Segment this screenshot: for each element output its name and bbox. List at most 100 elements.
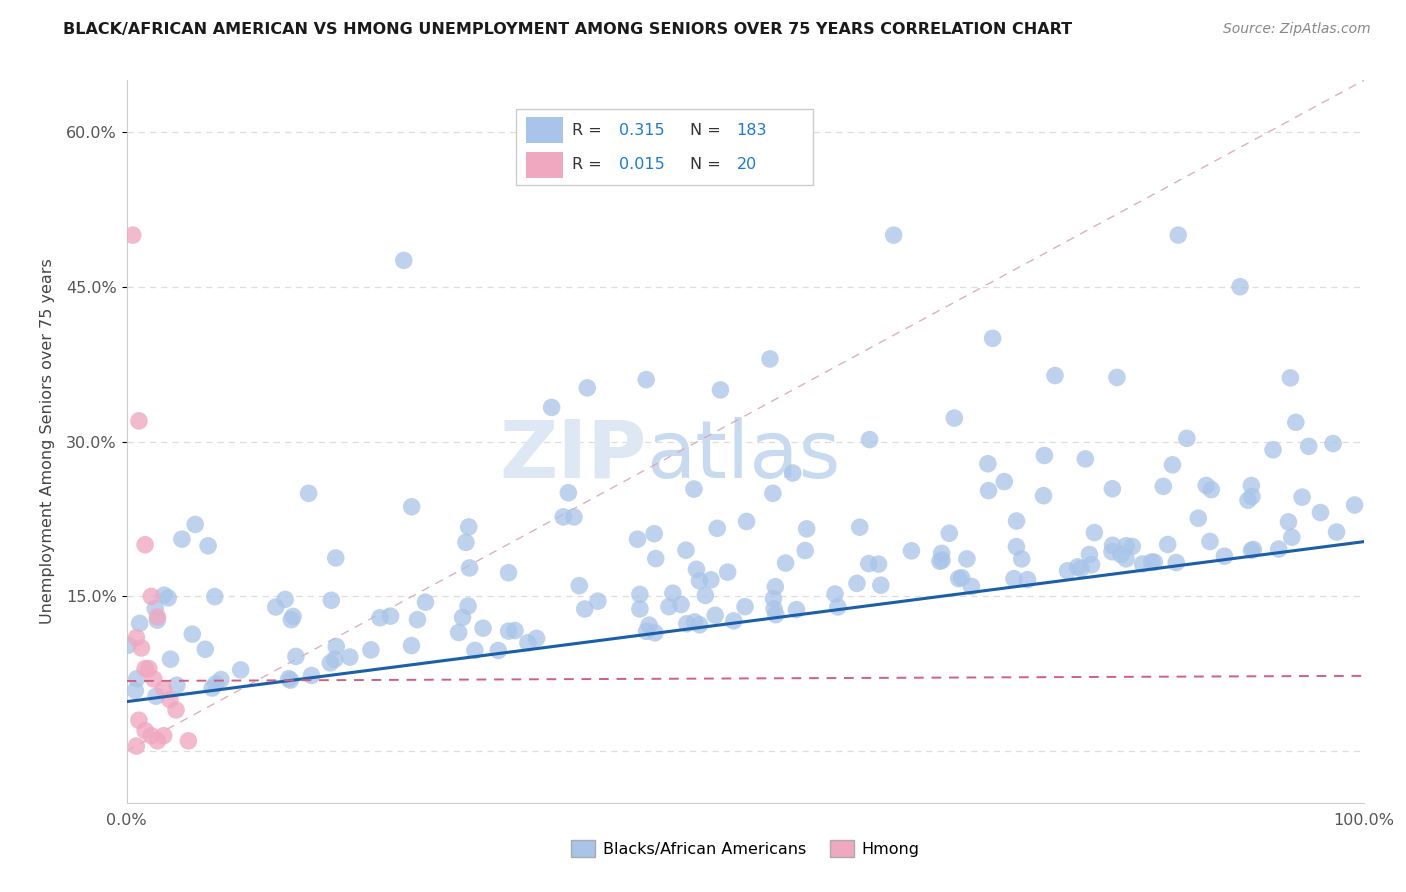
Point xyxy=(464,643,486,657)
Point xyxy=(1229,279,1251,293)
Point xyxy=(159,652,181,666)
Point xyxy=(1156,537,1178,551)
Point xyxy=(1101,482,1123,496)
Point xyxy=(451,610,474,624)
Point xyxy=(125,739,148,753)
Point xyxy=(125,631,148,645)
Point xyxy=(763,580,786,594)
Point xyxy=(900,544,922,558)
Point xyxy=(576,381,599,395)
Point xyxy=(181,627,204,641)
Point xyxy=(194,642,217,657)
Point xyxy=(142,672,165,686)
Point xyxy=(319,656,342,670)
Text: 20: 20 xyxy=(737,157,756,172)
Point xyxy=(1291,490,1313,504)
Point xyxy=(146,613,169,627)
Point xyxy=(763,602,786,616)
Point xyxy=(447,625,470,640)
Point xyxy=(325,640,347,654)
Point xyxy=(152,682,174,697)
Point xyxy=(883,228,905,243)
Point xyxy=(321,593,343,607)
Point xyxy=(201,681,224,695)
Point xyxy=(1017,573,1039,587)
FancyBboxPatch shape xyxy=(526,152,564,178)
Point xyxy=(157,591,180,605)
Point xyxy=(1101,545,1123,559)
Point xyxy=(339,650,361,665)
Point xyxy=(516,636,538,650)
Point xyxy=(457,520,479,534)
Point xyxy=(846,576,869,591)
Point xyxy=(1277,515,1299,529)
Point xyxy=(264,600,287,615)
Text: R =: R = xyxy=(572,157,607,172)
Point xyxy=(1109,548,1132,562)
Legend: Blacks/African Americans, Hmong: Blacks/African Americans, Hmong xyxy=(564,834,927,863)
Point xyxy=(368,611,391,625)
Point xyxy=(688,574,710,588)
Point xyxy=(134,723,156,738)
FancyBboxPatch shape xyxy=(526,117,564,143)
Point xyxy=(1143,555,1166,569)
Point xyxy=(644,551,666,566)
Point xyxy=(669,598,692,612)
Point xyxy=(628,587,651,601)
Point xyxy=(204,590,226,604)
Point xyxy=(1343,498,1365,512)
Point xyxy=(526,632,548,646)
Point xyxy=(1322,436,1344,450)
Point xyxy=(734,599,756,614)
Point xyxy=(557,485,579,500)
Point xyxy=(1083,525,1105,540)
Point xyxy=(134,538,156,552)
Point xyxy=(1002,572,1025,586)
Point xyxy=(121,228,143,243)
Point xyxy=(709,383,731,397)
Point xyxy=(662,586,685,600)
Point xyxy=(323,652,346,666)
Point xyxy=(1279,371,1302,385)
Point xyxy=(950,571,973,585)
Point xyxy=(1066,559,1088,574)
Point xyxy=(131,640,153,655)
Point xyxy=(762,591,785,606)
Point xyxy=(284,649,307,664)
Point xyxy=(1043,368,1066,383)
Point xyxy=(1298,439,1320,453)
Point xyxy=(993,475,1015,489)
Point xyxy=(931,546,953,560)
Point xyxy=(1240,478,1263,492)
Point xyxy=(689,617,711,632)
Point xyxy=(977,483,1000,498)
Point xyxy=(868,557,890,571)
Point xyxy=(981,331,1004,345)
Point xyxy=(1074,451,1097,466)
Point xyxy=(1115,552,1137,566)
Point xyxy=(683,482,706,496)
Point xyxy=(1240,490,1263,504)
Point xyxy=(1213,549,1236,564)
Point xyxy=(628,602,651,616)
Point xyxy=(124,683,146,698)
Point xyxy=(762,486,785,500)
Point xyxy=(723,614,745,628)
Point xyxy=(1261,442,1284,457)
Point xyxy=(540,401,562,415)
Point xyxy=(1033,449,1056,463)
Point xyxy=(636,624,658,639)
Point xyxy=(683,615,706,629)
Point xyxy=(1032,489,1054,503)
Point xyxy=(1005,514,1028,528)
Point xyxy=(1166,556,1188,570)
Point xyxy=(197,539,219,553)
Text: ZIP: ZIP xyxy=(499,417,647,495)
Point xyxy=(401,639,423,653)
Text: Source: ZipAtlas.com: Source: ZipAtlas.com xyxy=(1223,22,1371,37)
Point xyxy=(568,579,591,593)
Point xyxy=(1187,511,1209,525)
Point xyxy=(1070,561,1092,575)
Point xyxy=(931,553,953,567)
Point xyxy=(457,599,479,613)
